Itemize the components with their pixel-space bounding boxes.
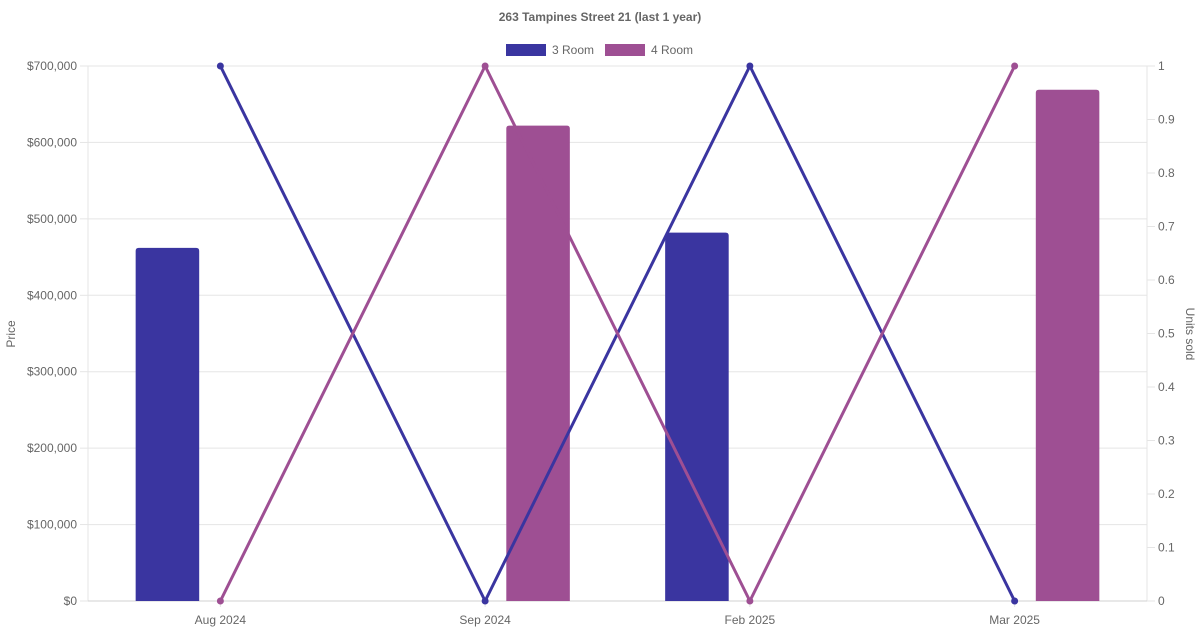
right-tick-label: 1 — [1158, 59, 1165, 73]
x-tick-label: Mar 2025 — [989, 613, 1040, 627]
right-tick-label: 0.8 — [1158, 166, 1175, 180]
legend: 3 Room 4 Room — [506, 43, 693, 57]
legend-label-4-room[interactable]: 4 Room — [651, 43, 693, 57]
right-axis-title: Units sold — [1183, 308, 1197, 361]
right-tick-label: 0.3 — [1158, 434, 1175, 448]
point-4-room-0[interactable] — [216, 597, 224, 605]
left-tick-label: $100,000 — [27, 518, 77, 532]
point-3-room-2[interactable] — [746, 62, 754, 70]
left-tick-label: $400,000 — [27, 288, 77, 302]
left-tick-label: $300,000 — [27, 365, 77, 379]
right-tick-label: 0.4 — [1158, 380, 1175, 394]
right-tick-label: 0.6 — [1158, 273, 1175, 287]
lines — [219, 64, 1016, 603]
left-tick-label: $200,000 — [27, 441, 77, 455]
left-axis-ticks: $0 $100,000 $200,000 $300,000 $400,000 $500,0… — [27, 59, 88, 608]
left-tick-label: $600,000 — [27, 135, 77, 149]
bar-4-room-3[interactable] — [1035, 89, 1100, 601]
x-axis-ticks: Aug 2024 Sep 2024 Feb 2025 Mar 2025 — [195, 601, 1040, 627]
right-tick-label: 0 — [1158, 594, 1165, 608]
right-axis-ticks: 0 0.1 0.2 0.3 0.4 0.5 0.6 0.7 0.8 0.9 1 — [1147, 59, 1175, 608]
x-tick-label: Sep 2024 — [459, 613, 511, 627]
right-tick-label: 0.2 — [1158, 487, 1175, 501]
line-4-room[interactable] — [219, 64, 1016, 603]
bar-3-room-2[interactable] — [665, 232, 729, 601]
legend-swatch-4-room[interactable] — [605, 44, 645, 56]
right-tick-label: 0.9 — [1158, 113, 1175, 127]
x-tick-label: Aug 2024 — [195, 613, 247, 627]
legend-label-3-room[interactable]: 3 Room — [552, 43, 594, 57]
left-axis-title: Price — [4, 320, 18, 348]
chart-title: 263 Tampines Street 21 (last 1 year) — [499, 10, 702, 24]
left-tick-label: $0 — [64, 594, 78, 608]
point-4-room-1[interactable] — [481, 62, 489, 70]
legend-swatch-3-room[interactable] — [506, 44, 546, 56]
point-3-room-1[interactable] — [481, 597, 489, 605]
right-tick-label: 0.7 — [1158, 220, 1175, 234]
point-4-room-2[interactable] — [746, 597, 754, 605]
right-tick-label: 0.5 — [1158, 327, 1175, 341]
right-tick-label: 0.1 — [1158, 541, 1175, 555]
points — [216, 62, 1019, 605]
x-tick-label: Feb 2025 — [725, 613, 776, 627]
point-4-room-3[interactable] — [1011, 62, 1019, 70]
left-tick-label: $700,000 — [27, 59, 77, 73]
bar-3-room-0[interactable] — [135, 247, 200, 601]
point-3-room-3[interactable] — [1011, 597, 1019, 605]
left-tick-label: $500,000 — [27, 212, 77, 226]
point-3-room-0[interactable] — [216, 62, 224, 70]
bars — [135, 89, 1100, 601]
gridlines — [87, 65, 1148, 602]
bar-4-room-1[interactable] — [506, 125, 570, 601]
